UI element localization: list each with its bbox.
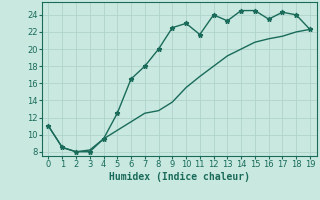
- X-axis label: Humidex (Indice chaleur): Humidex (Indice chaleur): [109, 172, 250, 182]
